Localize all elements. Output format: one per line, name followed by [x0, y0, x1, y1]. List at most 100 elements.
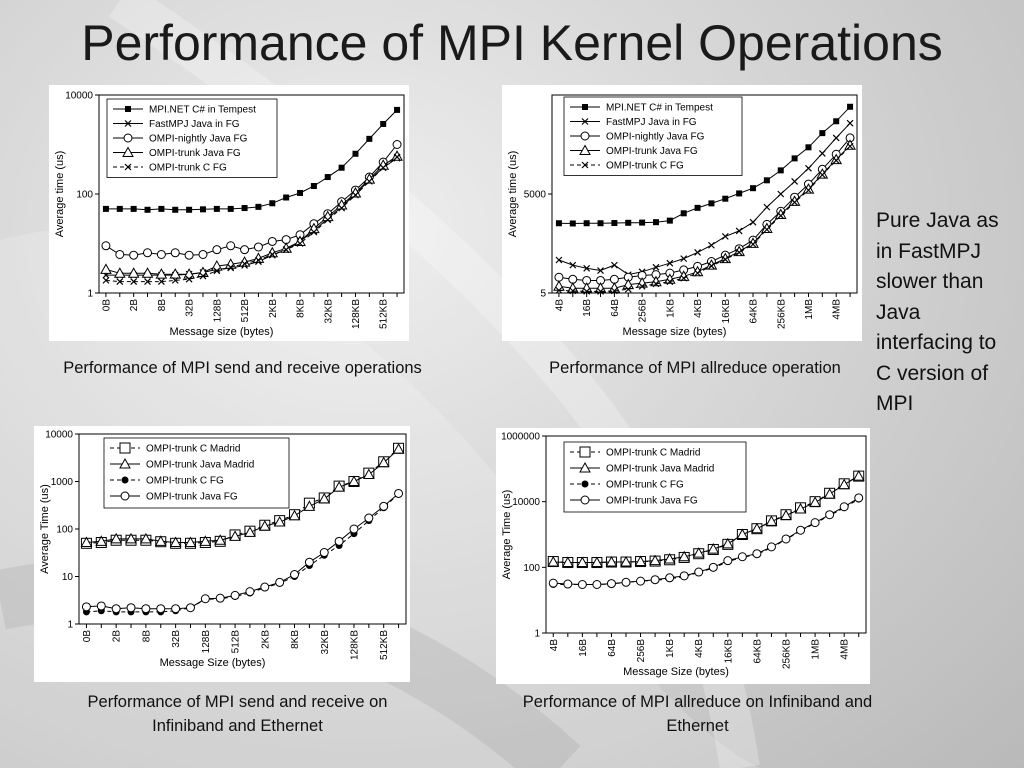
data-point [102, 276, 110, 284]
data-point [749, 218, 757, 226]
data-point [333, 481, 345, 492]
data-point [624, 285, 632, 293]
x-tick-label: 4MB [840, 639, 851, 660]
data-point [791, 178, 799, 185]
legend-marker [581, 161, 589, 169]
data-point [352, 150, 359, 157]
legend-marker [579, 446, 591, 458]
data-point [777, 190, 785, 198]
y-tick-label: 10000 [45, 430, 73, 441]
x-tick-label: 16B [582, 299, 593, 317]
legend-label: OMPI-trunk C FG [606, 161, 684, 172]
data-point [583, 264, 591, 272]
data-point [102, 205, 109, 212]
y-tick-label: 1 [87, 289, 93, 300]
data-point [694, 567, 704, 577]
y-tick-label: 5 [540, 289, 546, 300]
data-point [244, 526, 256, 537]
data-point [721, 537, 734, 549]
data-point [144, 206, 151, 213]
data-point [273, 516, 286, 527]
data-point [319, 548, 329, 558]
data-point [666, 278, 674, 286]
x-tick-label: 256B [638, 299, 649, 323]
data-point [747, 237, 759, 248]
data-point [735, 248, 743, 256]
series-line [558, 122, 851, 276]
data-point [227, 205, 234, 212]
data-point [171, 604, 181, 614]
data-point [258, 520, 271, 531]
series-line [558, 106, 851, 225]
chart-panel-allreduce-tempest: 5 5000 4B 16B 64B 256B 1KB 4KB 16KB 64KB 256KB 1MB 4… [502, 85, 862, 341]
x-axis-label: Message size (bytes) [623, 326, 727, 338]
data-point [708, 241, 715, 249]
caption-sendrecv-tempest: Performance of MPI send and receive oper… [63, 359, 422, 377]
data-point [297, 189, 304, 196]
x-tick-label: 4B [554, 299, 565, 312]
data-point [666, 217, 673, 224]
data-point [282, 246, 290, 254]
data-point [352, 191, 359, 199]
data-point [226, 241, 236, 251]
data-point [652, 219, 659, 226]
data-point [394, 488, 404, 498]
data-point [694, 269, 701, 277]
x-tick-label: 512KB [379, 299, 390, 329]
data-point [846, 119, 854, 127]
x-tick-label: 64B [610, 299, 621, 317]
data-point [854, 493, 864, 503]
data-point [678, 550, 691, 562]
legend-marker [123, 133, 133, 143]
data-point [791, 155, 798, 162]
legend-marker [580, 495, 590, 505]
x-tick-label: 16KB [721, 299, 732, 324]
data-point [255, 203, 262, 210]
data-point [705, 259, 718, 270]
data-point [777, 212, 785, 220]
data-point [156, 604, 166, 614]
data-point [224, 258, 237, 269]
data-point [823, 488, 836, 499]
data-point [290, 570, 300, 580]
x-tick-label: 128KB [351, 299, 362, 329]
series-line [553, 497, 859, 585]
data-point [763, 177, 770, 184]
data-point [852, 470, 865, 481]
x-tick-label: 1KB [665, 639, 676, 658]
data-point [736, 528, 749, 539]
legend-marker [582, 104, 588, 110]
y-tick-label: 10 [62, 572, 74, 583]
legend-label: OMPI-nightly Java FG [606, 132, 705, 143]
data-point [80, 536, 93, 547]
data-point [555, 286, 563, 294]
x-axis-label: Message size (bytes) [170, 326, 274, 338]
data-point [229, 530, 241, 541]
series-1 [547, 470, 865, 568]
data-point [777, 167, 784, 174]
data-point [186, 206, 193, 213]
data-point [365, 177, 373, 185]
series-line [105, 155, 398, 275]
legend-marker [125, 106, 131, 112]
chart-sendrecv-ib-eth: 1 10 100 1000 10000 0B 2B 8B 32B 128B 512B 2KB 8KB 32… [39, 430, 407, 669]
data-point [310, 183, 317, 190]
data-point [141, 604, 151, 614]
legend-label: MPI.NET C# in Tempest [149, 105, 256, 116]
data-point [606, 579, 616, 589]
series-line [105, 157, 398, 276]
x-tick-label: 4MB [832, 299, 843, 320]
legend-label: OMPI-trunk Java FG [146, 492, 238, 503]
y-axis-label: Average time (us) [507, 151, 519, 238]
data-point [245, 587, 255, 597]
legend-marker [119, 442, 131, 454]
data-point [324, 174, 331, 181]
data-point [639, 219, 646, 226]
data-point [199, 206, 206, 213]
series-1 [80, 443, 405, 547]
data-point [818, 149, 826, 157]
data-point [605, 556, 618, 567]
legend-label: OMPI-trunk Java Madrid [606, 464, 714, 475]
data-point [818, 171, 826, 179]
x-tick-label: 8B [141, 630, 152, 643]
